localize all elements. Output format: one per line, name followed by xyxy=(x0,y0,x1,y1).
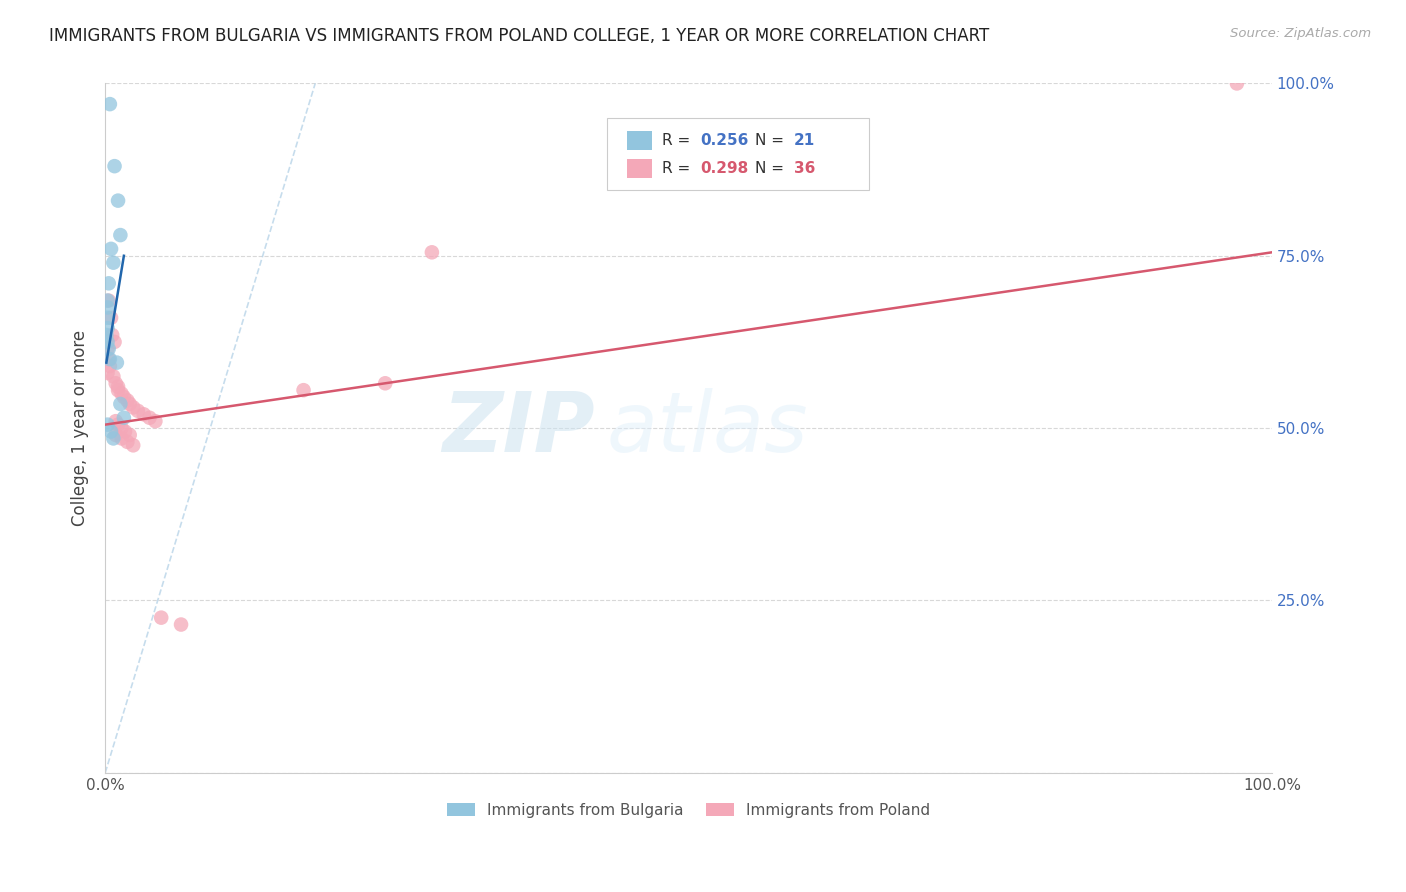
Point xyxy=(107,383,129,397)
Point xyxy=(96,342,118,356)
Text: 0.256: 0.256 xyxy=(700,133,748,148)
Point xyxy=(117,434,139,449)
Point xyxy=(96,310,118,325)
Point xyxy=(101,328,124,343)
Point xyxy=(374,376,396,391)
Point xyxy=(170,617,193,632)
Text: N =: N = xyxy=(755,161,789,176)
Text: IMMIGRANTS FROM BULGARIA VS IMMIGRANTS FROM POLAND COLLEGE, 1 YEAR OR MORE CORRE: IMMIGRANTS FROM BULGARIA VS IMMIGRANTS F… xyxy=(49,27,990,45)
Point xyxy=(96,334,118,349)
Text: N =: N = xyxy=(755,133,789,148)
Point xyxy=(96,321,118,335)
Text: atlas: atlas xyxy=(607,388,808,468)
Point xyxy=(117,393,139,408)
Text: 21: 21 xyxy=(793,133,815,148)
Point xyxy=(420,245,443,260)
Point xyxy=(103,159,125,173)
Point xyxy=(96,366,118,380)
Point xyxy=(118,428,141,442)
FancyBboxPatch shape xyxy=(607,118,869,190)
Point xyxy=(97,277,120,291)
Point xyxy=(97,342,120,356)
Point xyxy=(138,410,160,425)
Point xyxy=(105,356,128,370)
Point xyxy=(118,397,141,411)
Point xyxy=(98,352,121,367)
Point xyxy=(145,414,167,428)
Point xyxy=(107,194,129,208)
Point xyxy=(98,97,121,112)
Point xyxy=(96,301,118,315)
Text: Source: ZipAtlas.com: Source: ZipAtlas.com xyxy=(1230,27,1371,40)
Point xyxy=(104,376,127,391)
Point xyxy=(122,401,145,415)
Point xyxy=(100,242,122,256)
Point xyxy=(110,397,132,411)
Point xyxy=(103,334,125,349)
Point xyxy=(100,425,122,439)
Point xyxy=(1226,77,1249,91)
Point xyxy=(103,369,125,384)
Point xyxy=(107,417,129,432)
Point xyxy=(292,383,315,397)
Point xyxy=(110,432,132,446)
Point xyxy=(122,438,145,452)
Point xyxy=(132,407,155,421)
Point xyxy=(150,610,173,624)
Text: R =: R = xyxy=(662,133,695,148)
Point xyxy=(110,421,132,435)
Point xyxy=(96,417,118,432)
Text: 36: 36 xyxy=(793,161,815,176)
Point xyxy=(104,428,127,442)
Point xyxy=(96,328,118,343)
Point xyxy=(110,386,132,401)
Point xyxy=(104,414,127,428)
Point xyxy=(100,310,122,325)
Point xyxy=(97,352,120,367)
Text: 0.298: 0.298 xyxy=(700,161,748,176)
Point xyxy=(96,293,118,308)
Point xyxy=(98,359,121,373)
Y-axis label: College, 1 year or more: College, 1 year or more xyxy=(72,330,89,526)
FancyBboxPatch shape xyxy=(627,131,652,150)
Legend: Immigrants from Bulgaria, Immigrants from Poland: Immigrants from Bulgaria, Immigrants fro… xyxy=(441,797,936,823)
Text: ZIP: ZIP xyxy=(443,388,595,468)
Point xyxy=(107,380,129,394)
Point xyxy=(127,404,149,418)
Point xyxy=(112,390,135,404)
Point xyxy=(110,228,132,243)
Point xyxy=(103,432,125,446)
Point xyxy=(103,255,125,269)
Text: R =: R = xyxy=(662,161,695,176)
FancyBboxPatch shape xyxy=(627,159,652,178)
Point xyxy=(97,293,120,308)
Point xyxy=(112,410,135,425)
Point xyxy=(114,425,136,439)
